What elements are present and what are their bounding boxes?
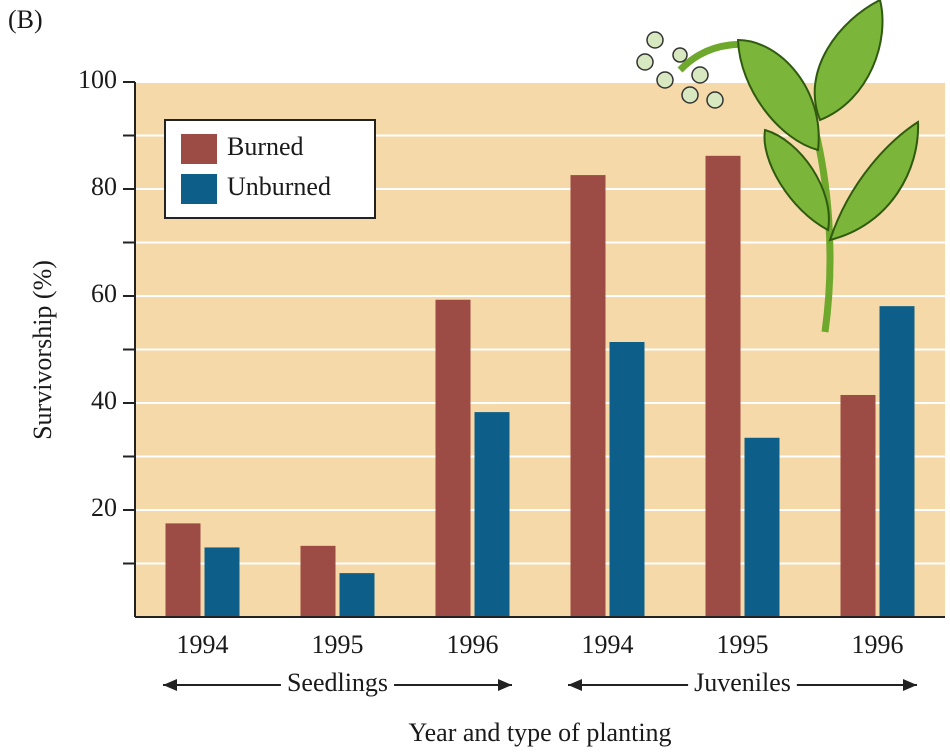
bar <box>205 547 240 617</box>
panel-label: (B) <box>8 5 43 34</box>
bar <box>475 412 510 617</box>
y-tick-label: 60 <box>91 279 117 308</box>
bar <box>706 156 741 617</box>
bar <box>745 438 780 617</box>
legend-label: Burned <box>227 132 304 161</box>
bar <box>340 573 375 617</box>
legend-swatch <box>181 134 217 164</box>
x-tick-label: 1995 <box>312 630 364 659</box>
arrow-head <box>568 679 582 691</box>
bar <box>610 342 645 617</box>
x-tick-label: 1994 <box>582 630 634 659</box>
group-label: Seedlings <box>287 668 388 697</box>
x-tick-label: 1995 <box>717 630 769 659</box>
x-tick-label: 1996 <box>852 630 904 659</box>
arrow-head <box>498 679 512 691</box>
bar <box>841 395 876 617</box>
bar <box>880 306 915 617</box>
y-tick-label: 20 <box>91 493 117 522</box>
x-axis-title: Year and type of planting <box>408 718 671 747</box>
x-tick-label: 1996 <box>447 630 499 659</box>
bar <box>166 523 201 617</box>
x-tick-label: 1994 <box>177 630 229 659</box>
y-axis-title: Survivorship (%) <box>28 260 57 440</box>
group-label: Juveniles <box>694 668 791 697</box>
legend-swatch <box>181 174 217 204</box>
arrow-head <box>903 679 917 691</box>
bar <box>301 546 336 617</box>
legend-label: Unburned <box>227 172 331 201</box>
bar <box>571 175 606 617</box>
y-tick-label: 100 <box>78 65 117 94</box>
y-tick-label: 40 <box>91 386 117 415</box>
bar <box>436 300 471 617</box>
y-tick-label: 80 <box>91 172 117 201</box>
chart: (B) Survivorship (%) Year and type of pl… <box>0 0 950 752</box>
arrow-head <box>163 679 177 691</box>
